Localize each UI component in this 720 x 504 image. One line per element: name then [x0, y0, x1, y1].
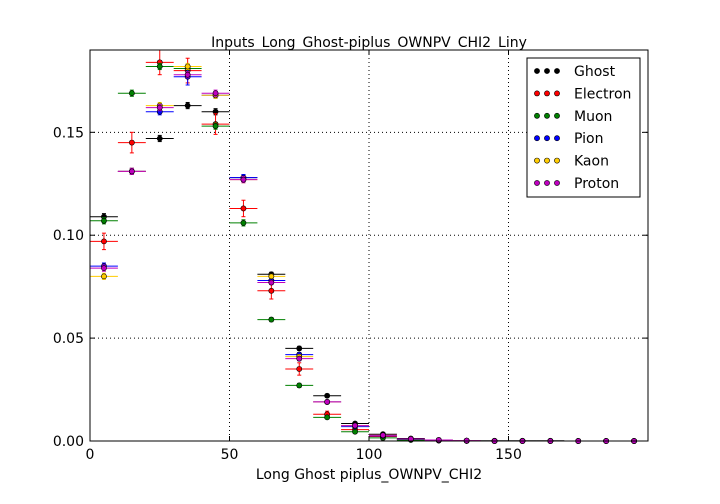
data-point	[128, 90, 135, 97]
y-tick-label: 0.10	[53, 228, 84, 244]
legend-entry-pion: Pion	[534, 131, 603, 147]
ticks: 0 50 100 150 0.00 0.05 0.10 0.15	[53, 50, 648, 463]
data-point	[296, 366, 303, 372]
data-point	[212, 90, 219, 97]
data-point	[268, 279, 275, 286]
data-point	[128, 139, 135, 146]
legend-entry-proton: Proton	[534, 176, 619, 192]
y-tick-label: 0.00	[53, 434, 84, 450]
data-point	[380, 432, 386, 439]
data-point	[324, 414, 331, 421]
data-point	[268, 273, 275, 280]
legend-label: Electron	[574, 86, 631, 102]
data-point	[296, 345, 303, 352]
data-point	[268, 316, 275, 323]
data-point	[435, 437, 442, 443]
data-point	[184, 63, 191, 70]
legend-box	[526, 57, 641, 198]
data-point	[101, 238, 107, 245]
legend-marker	[534, 135, 540, 142]
legend-marker	[544, 135, 550, 142]
legend-marker	[544, 68, 550, 74]
data-point	[156, 135, 163, 142]
legend-marker	[554, 90, 560, 97]
chart-title: Inputs_Long_Ghost-piplus_OWNPV_CHI2_Liny	[211, 35, 527, 51]
legend-label: Pion	[574, 131, 603, 147]
data-point	[407, 436, 414, 442]
legend-label: Muon	[574, 109, 612, 125]
legend-entry-electron: Electron	[534, 86, 631, 102]
x-tick-label: 50	[221, 447, 239, 463]
data-point	[268, 287, 275, 294]
legend-marker	[544, 180, 550, 186]
legend-entry-ghost: Ghost	[534, 64, 616, 80]
data-point	[240, 176, 247, 183]
data-point	[352, 422, 358, 429]
data-point	[156, 63, 163, 70]
legend-marker	[554, 135, 560, 142]
legend-label: Ghost	[574, 64, 616, 80]
data-point	[324, 392, 331, 399]
data-point	[184, 71, 191, 78]
data-point	[352, 428, 358, 435]
x-tick-label: 0	[86, 447, 95, 463]
legend-label: Kaon	[574, 154, 609, 170]
data-point	[101, 265, 107, 272]
data-point	[296, 355, 303, 362]
data-point	[324, 398, 331, 405]
legend-marker	[534, 180, 540, 186]
data-point	[212, 123, 219, 130]
x-tick-label: 150	[495, 447, 522, 463]
legend-marker	[534, 112, 540, 119]
legend-entry-muon: Muon	[534, 109, 612, 125]
legend: Ghost Electron Muon Pion Kaon Proton	[526, 57, 641, 198]
data-point	[156, 104, 163, 111]
legend-marker	[554, 68, 560, 74]
y-tick-label: 0.05	[53, 331, 84, 347]
data-point	[128, 168, 135, 175]
legend-marker	[554, 157, 560, 164]
data-point	[184, 102, 191, 109]
legend-marker	[544, 90, 550, 97]
legend-marker	[534, 68, 540, 74]
data-point	[101, 273, 107, 280]
data-point	[101, 217, 107, 224]
legend-marker	[544, 112, 550, 119]
legend-marker	[534, 90, 540, 97]
x-axis-label: Long Ghost piplus_OWNPV_CHI2	[256, 467, 482, 483]
data-point	[240, 219, 247, 226]
y-tick-label: 0.15	[53, 125, 84, 141]
legend-marker	[554, 180, 560, 186]
data-point	[296, 382, 303, 389]
data-point	[240, 205, 247, 212]
legend-entry-kaon: Kaon	[534, 154, 609, 170]
x-tick-label: 100	[356, 447, 383, 463]
legend-label: Proton	[574, 176, 619, 192]
legend-marker	[534, 157, 540, 164]
legend-marker	[554, 112, 560, 119]
legend-marker	[544, 157, 550, 164]
